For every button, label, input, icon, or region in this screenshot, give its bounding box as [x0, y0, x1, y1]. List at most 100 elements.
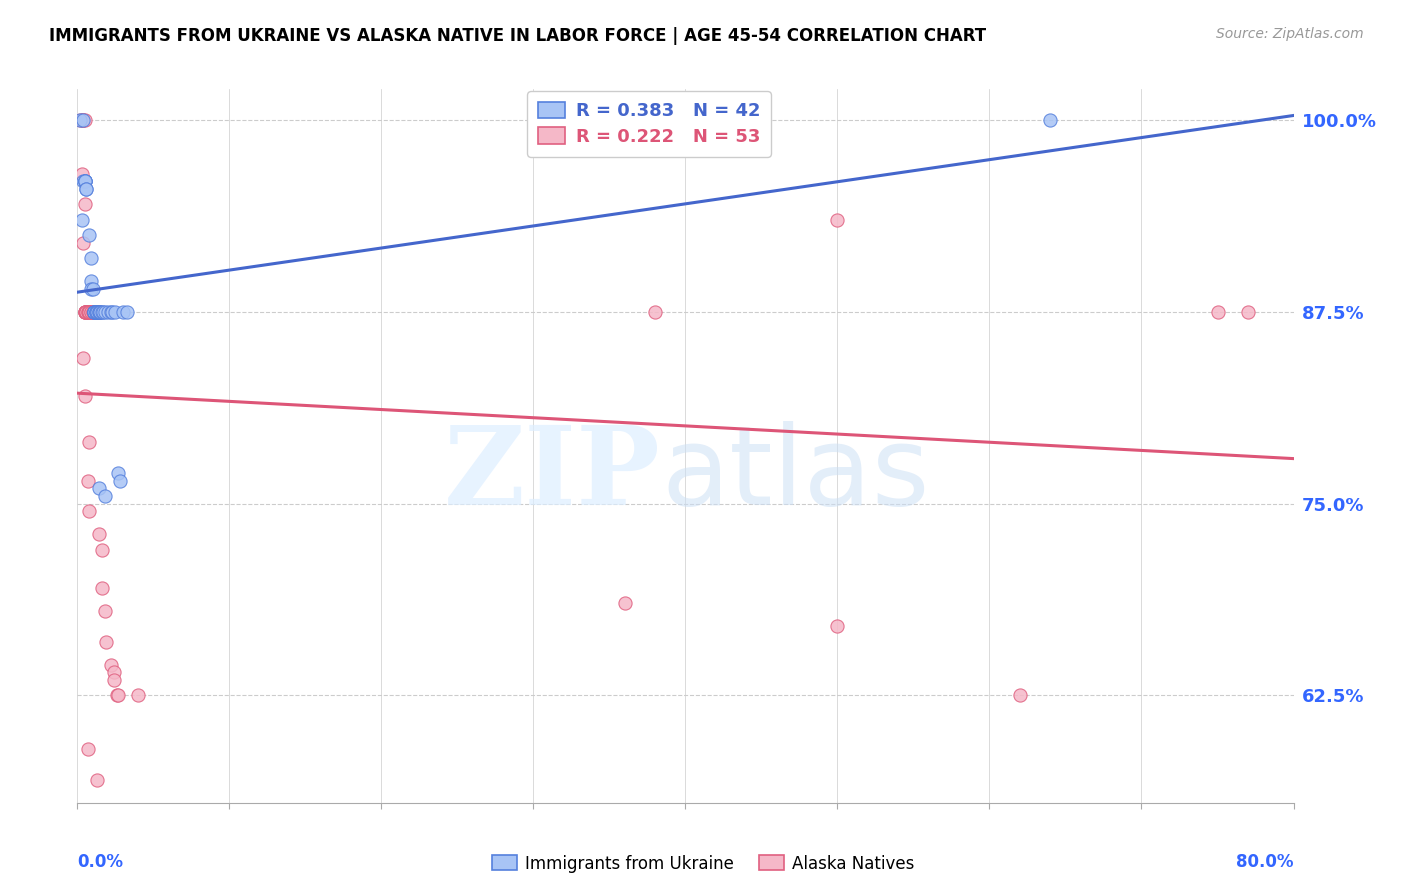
Point [83, 304, 105, 318]
Text: atlas: atlas [661, 421, 929, 528]
Point [80, 282, 103, 296]
Point [72, 235, 94, 250]
Point [96, 634, 118, 648]
Text: 0.0%: 0.0% [77, 853, 124, 871]
Point [77, 742, 100, 756]
Point [104, 304, 127, 318]
Point [644, 304, 666, 318]
Point [93, 604, 115, 618]
Point [84, 304, 107, 318]
Point [73, 174, 96, 188]
Point [613, 596, 636, 610]
Point [86, 304, 108, 318]
Point [83, 304, 105, 318]
Point [77, 474, 100, 488]
Point [72, 351, 94, 365]
Point [117, 304, 139, 318]
Point [107, 466, 129, 480]
Point [111, 304, 134, 318]
Text: IMMIGRANTS FROM UKRAINE VS ALASKA NATIVE IN LABOR FORCE | AGE 45-54 CORRELATION : IMMIGRANTS FROM UKRAINE VS ALASKA NATIVE… [49, 27, 987, 45]
Point [70, 112, 93, 127]
Point [107, 689, 129, 703]
Point [77, 304, 100, 318]
Point [87, 527, 110, 541]
Point [97, 304, 120, 318]
Point [72, 174, 94, 188]
Text: 80.0%: 80.0% [1236, 853, 1294, 871]
Point [89, 304, 111, 318]
Point [69, 112, 91, 127]
Text: Source: ZipAtlas.com: Source: ZipAtlas.com [1216, 27, 1364, 41]
Point [108, 474, 131, 488]
Point [79, 304, 101, 318]
Point [79, 304, 101, 318]
Point [73, 197, 96, 211]
Text: ZIP: ZIP [444, 421, 661, 528]
Point [75, 182, 97, 196]
Point [73, 174, 96, 188]
Point [100, 657, 122, 672]
Point [73, 304, 96, 318]
Point [73, 112, 96, 127]
Legend: Immigrants from Ukraine, Alaska Natives: Immigrants from Ukraine, Alaska Natives [485, 848, 921, 880]
Point [73, 174, 96, 188]
Point [86, 304, 108, 318]
Point [89, 304, 111, 318]
Point [83, 304, 105, 318]
Point [86, 304, 108, 318]
Point [82, 304, 104, 318]
Point [70, 167, 93, 181]
Point [86, 772, 108, 787]
Point [72, 112, 94, 127]
Point [77, 304, 100, 318]
Point [82, 282, 104, 296]
Point [80, 304, 103, 318]
Point [75, 182, 97, 196]
Point [79, 435, 101, 450]
Point [73, 304, 96, 318]
Point [1008, 689, 1031, 703]
Point [87, 304, 110, 318]
Point [83, 304, 105, 318]
Point [79, 304, 101, 318]
Point [84, 304, 107, 318]
Point [87, 304, 110, 318]
Point [90, 581, 112, 595]
Point [87, 304, 110, 318]
Point [87, 481, 110, 495]
Point [1039, 112, 1062, 127]
Point [75, 304, 97, 318]
Point [83, 304, 105, 318]
Point [90, 542, 112, 557]
Point [72, 112, 94, 127]
Point [80, 251, 103, 265]
Point [827, 619, 849, 633]
Point [827, 212, 849, 227]
Point [105, 689, 128, 703]
Point [103, 673, 125, 687]
Point [100, 304, 122, 318]
Point [84, 304, 107, 318]
Point [93, 489, 115, 503]
Point [75, 304, 97, 318]
Point [80, 274, 103, 288]
Point [73, 389, 96, 403]
Point [90, 304, 112, 318]
Point [79, 227, 101, 242]
Point [72, 112, 94, 127]
Point [79, 504, 101, 518]
Point [83, 304, 105, 318]
Point [1206, 304, 1229, 318]
Point [80, 304, 103, 318]
Point [70, 212, 93, 227]
Point [73, 304, 96, 318]
Point [73, 174, 96, 188]
Point [84, 304, 107, 318]
Point [69, 112, 91, 127]
Point [127, 689, 149, 703]
Point [91, 304, 114, 318]
Point [101, 304, 124, 318]
Legend: R = 0.383   N = 42, R = 0.222   N = 53: R = 0.383 N = 42, R = 0.222 N = 53 [527, 91, 770, 156]
Point [75, 304, 97, 318]
Point [103, 665, 125, 680]
